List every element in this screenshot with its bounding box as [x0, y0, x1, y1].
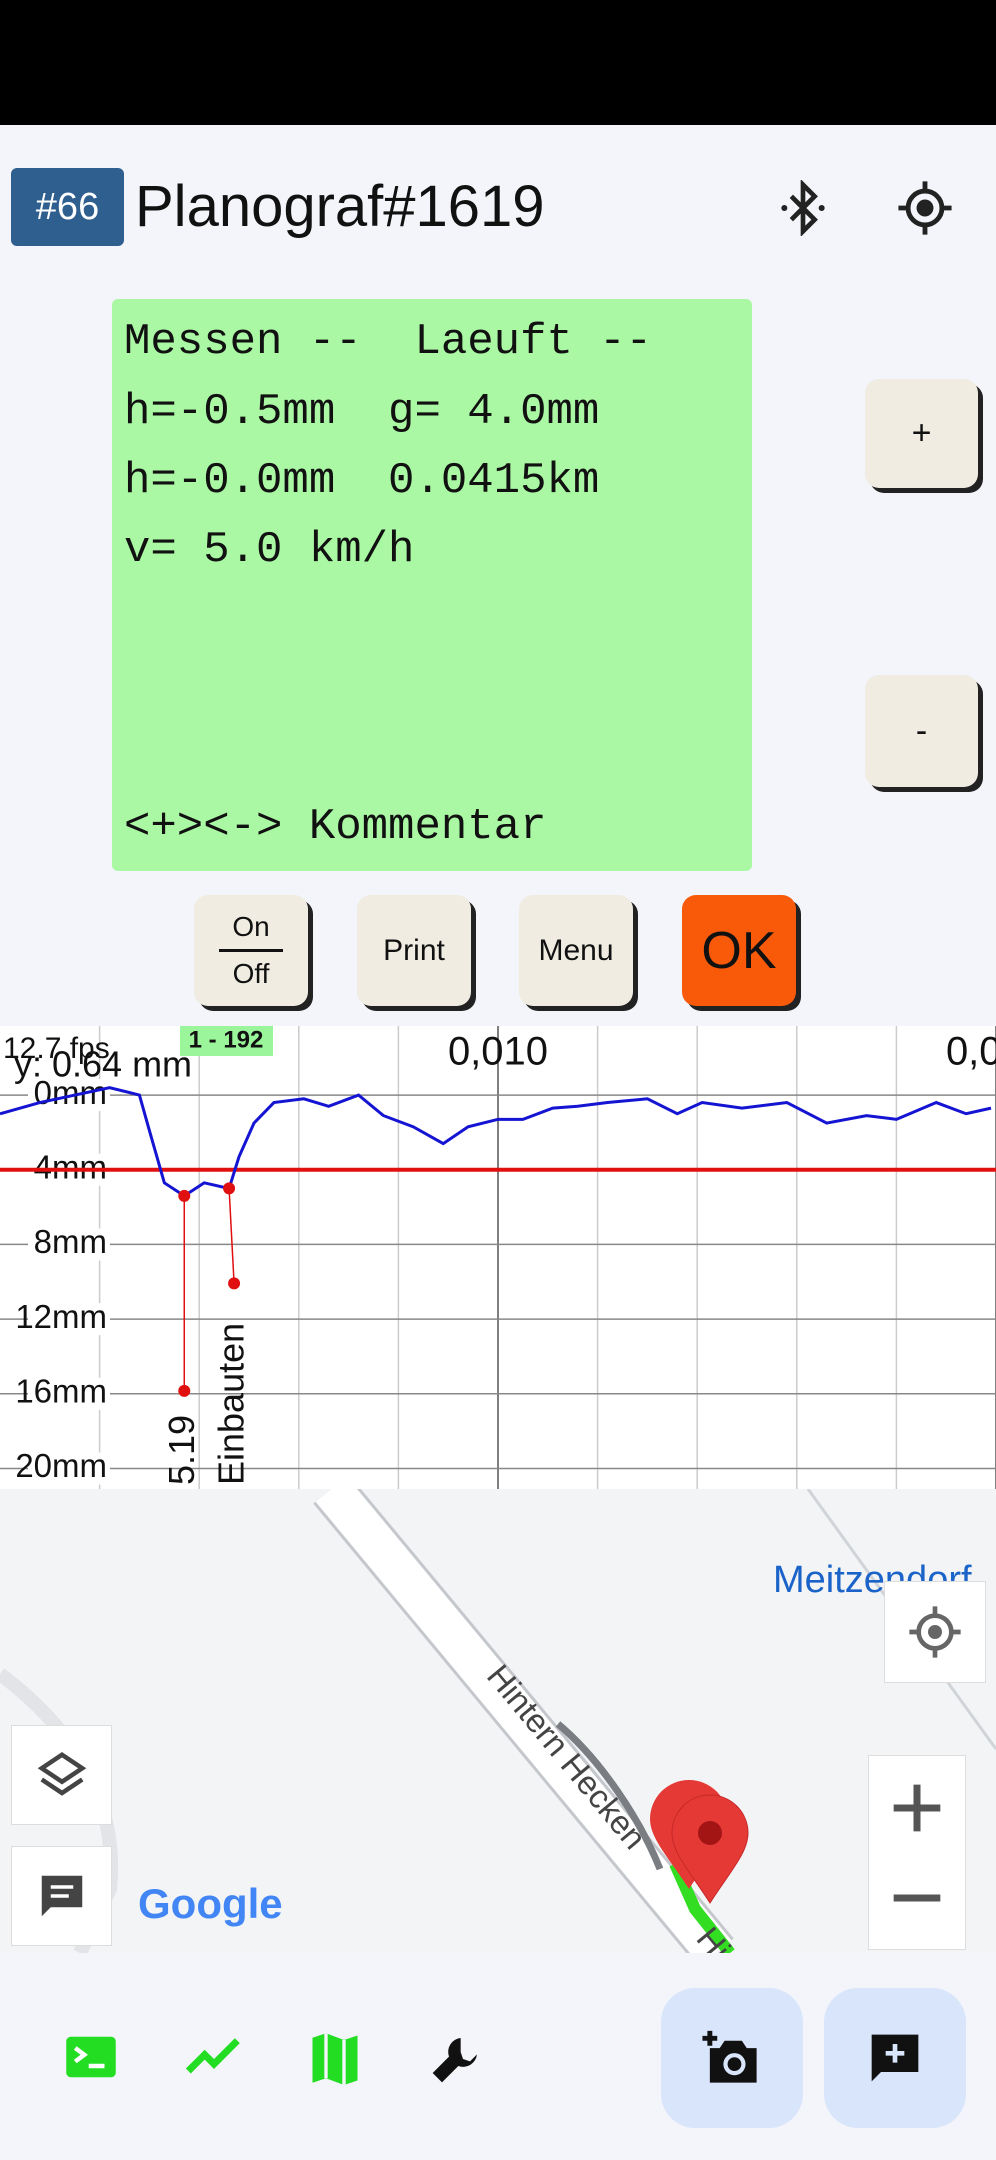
display-line: h=-0.0mm 0.0415km — [124, 456, 600, 506]
plus-button[interactable]: + — [865, 379, 978, 488]
cursor-label: y: 0.64 mm — [14, 1044, 192, 1085]
terminal-tab[interactable] — [64, 2033, 118, 2081]
display-line: v= 5.0 km/h — [124, 525, 415, 575]
marker-leader — [228, 1188, 235, 1284]
tick-label-bg — [28, 1228, 110, 1261]
marker-label: Einbauten — [211, 1323, 252, 1485]
profile-line — [0, 1086, 992, 1198]
on-off-button[interactable]: On Off — [194, 895, 308, 1006]
google-logo: Google — [138, 1880, 283, 1927]
layers-button[interactable] — [11, 1725, 112, 1825]
road — [315, 1489, 732, 1953]
profile-chart: 0,0100,0200mm4mm8mm12mm16mm20mm5.19Einba… — [0, 1026, 996, 1489]
menu-button[interactable]: Menu — [519, 895, 633, 1006]
tick-label-bg — [28, 1452, 110, 1485]
app-title: Planograf#1619 — [135, 174, 545, 239]
display-panel: Messen -- Laeuft -- h=-0.5mm g= 4.0mm h=… — [112, 299, 752, 871]
comment-button[interactable] — [824, 1988, 966, 2128]
status-bar — [0, 0, 996, 125]
camera-button[interactable] — [661, 1988, 803, 2128]
tick-label-bg — [28, 1377, 110, 1410]
divider — [219, 949, 283, 952]
tick-label-bg — [28, 1303, 110, 1336]
on-label: On — [232, 911, 270, 942]
map[interactable]: Hintern Hecken Hi Meitzendorf Google — [0, 1489, 996, 1953]
marker-pin — [228, 1277, 241, 1290]
y-tick-label: 20mm — [15, 1447, 107, 1484]
layers-icon — [37, 1752, 86, 1796]
zoom-out[interactable] — [889, 1853, 945, 1943]
range-badge — [180, 1026, 273, 1056]
feedback-button[interactable] — [11, 1846, 112, 1946]
comment-icon — [871, 2034, 919, 2082]
marker-pin — [178, 1384, 191, 1397]
settings-tab[interactable] — [428, 2031, 484, 2087]
display-line: h=-0.5mm g= 4.0mm — [124, 387, 600, 437]
fps-label: 12.7 fps — [3, 1032, 110, 1065]
bottom-bar — [0, 1953, 996, 2160]
bluetooth-icon[interactable] — [775, 180, 831, 236]
y-tick-label: 16mm — [15, 1373, 107, 1410]
range-label: 1 - 192 — [189, 1026, 264, 1053]
pin-dot — [698, 1821, 722, 1845]
chart-tab[interactable] — [186, 2035, 242, 2079]
my-location-button[interactable] — [884, 1581, 986, 1683]
print-button[interactable]: Print — [357, 895, 471, 1006]
badge[interactable]: #66 — [11, 168, 124, 246]
off-label: Off — [232, 958, 270, 989]
ok-button[interactable]: OK — [682, 895, 796, 1006]
route — [669, 1861, 735, 1953]
locate-icon — [909, 1606, 961, 1658]
marker-point — [178, 1189, 191, 1202]
pin[interactable] — [671, 1794, 749, 1904]
location-icon[interactable] — [896, 179, 954, 237]
y-tick-label: 4mm — [34, 1148, 107, 1185]
track — [555, 1721, 664, 1871]
zoom-control — [868, 1755, 966, 1950]
minus-button[interactable]: - — [865, 675, 978, 787]
camera-icon — [702, 2030, 757, 2083]
y-tick-label: 8mm — [34, 1223, 107, 1260]
chat-icon — [41, 1875, 82, 1917]
display-line: Messen -- Laeuft -- — [124, 317, 653, 367]
x-tick-label: 0,010 — [448, 1030, 548, 1074]
y-tick-label: 12mm — [15, 1298, 107, 1335]
zoom-in[interactable] — [889, 1763, 945, 1853]
x-tick-label: 0,020 — [946, 1030, 996, 1074]
display-line: <+><-> Kommentar — [124, 802, 547, 852]
marker-point — [223, 1182, 236, 1195]
marker-label: 5.19 — [161, 1415, 202, 1485]
map-tab[interactable] — [310, 2031, 360, 2085]
street-label: Hintern Hecken — [480, 1657, 654, 1856]
